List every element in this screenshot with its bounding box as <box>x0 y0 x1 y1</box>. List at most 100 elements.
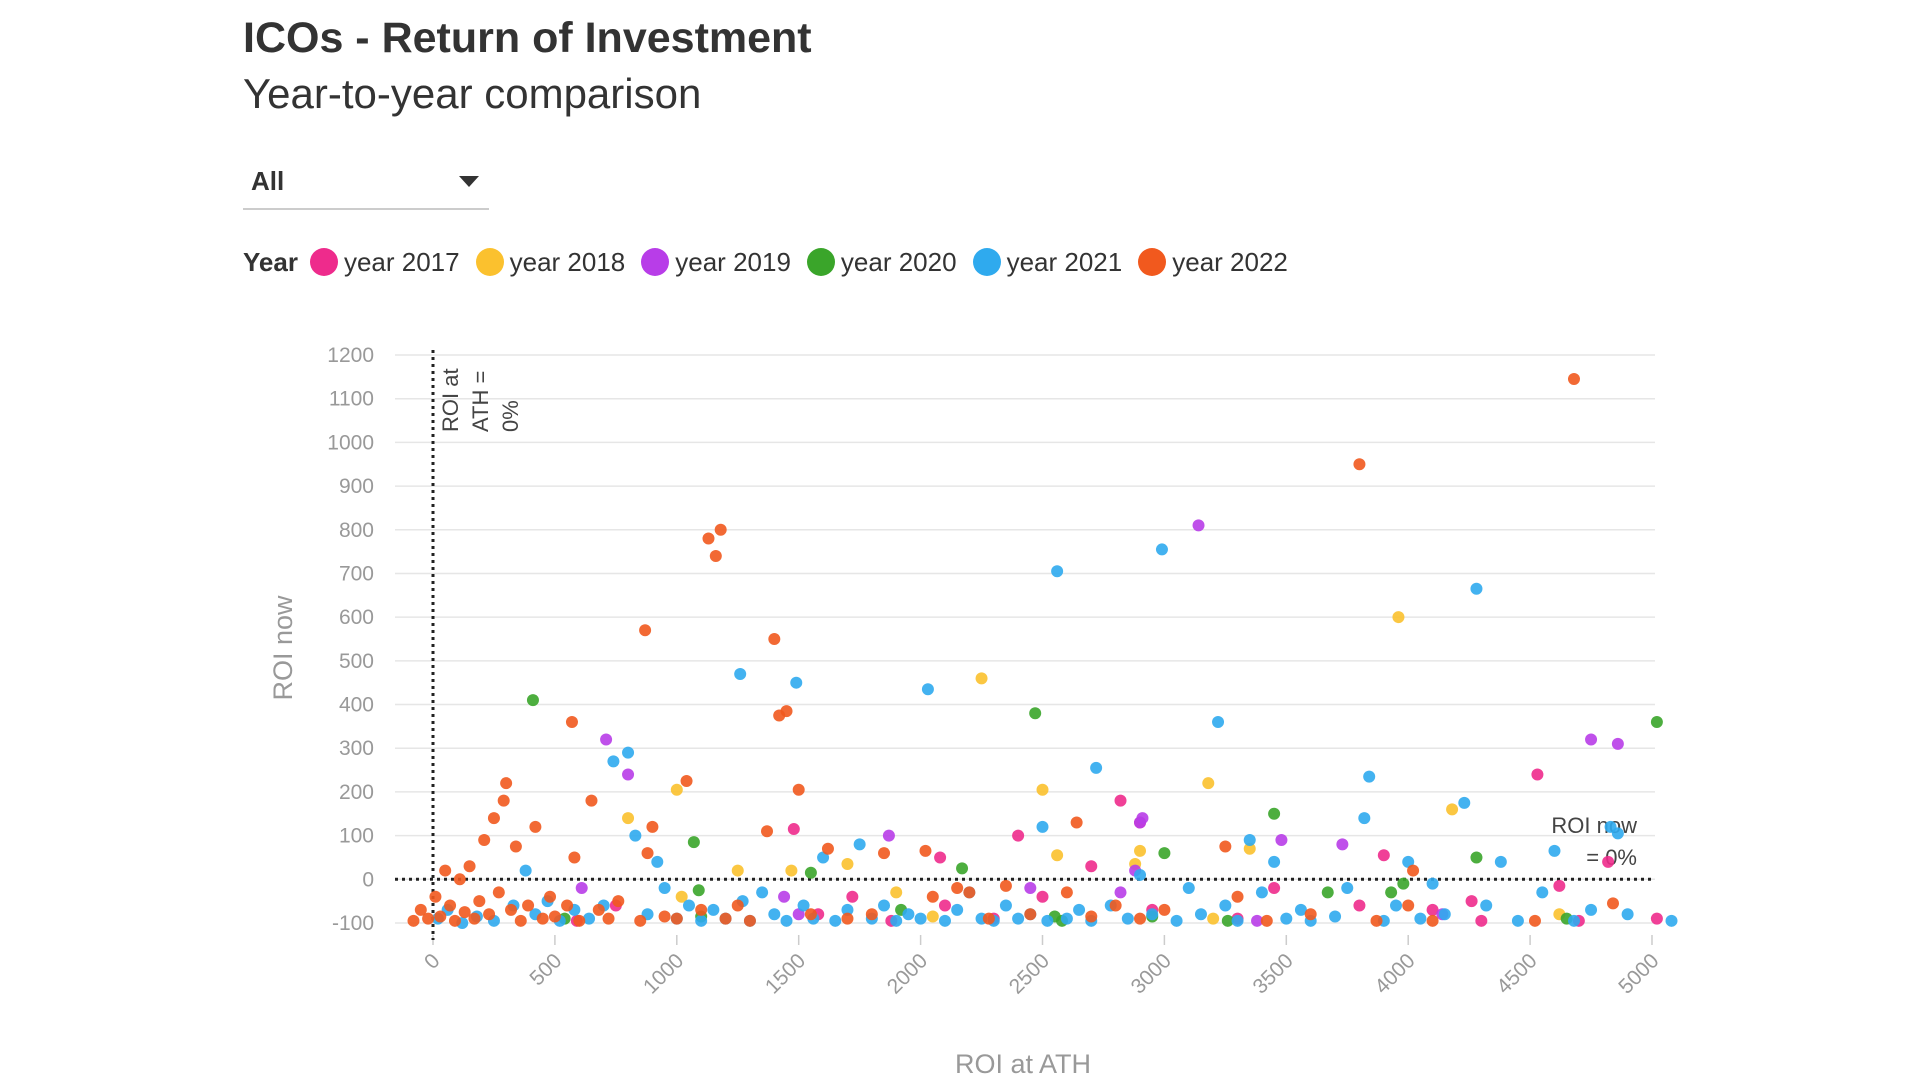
data-point-year-2022 <box>926 890 939 903</box>
data-point-year-2021 <box>1146 908 1159 921</box>
data-points <box>407 373 1678 929</box>
data-point-year-2022 <box>514 914 527 927</box>
legend-item-2020[interactable]: year 2020 <box>806 247 957 278</box>
data-point-year-2022 <box>1219 840 1232 853</box>
data-point-year-2022 <box>561 899 574 912</box>
data-point-year-2022 <box>1085 910 1098 923</box>
y-tick-label: 1200 <box>327 344 374 367</box>
legend-item-2018[interactable]: year 2018 <box>475 247 625 278</box>
data-point-year-2021 <box>817 851 830 864</box>
data-point-year-2021 <box>1402 855 1415 868</box>
data-point-year-2018 <box>785 864 798 877</box>
data-point-year-2021 <box>1170 914 1183 927</box>
data-point-year-2021 <box>1255 886 1268 899</box>
data-point-year-2022 <box>1567 373 1580 386</box>
data-point-year-2022 <box>522 899 535 912</box>
data-point-year-2021 <box>658 882 671 895</box>
legend-item-2019[interactable]: year 2019 <box>641 247 791 278</box>
data-point-year-2022 <box>592 903 605 916</box>
legend-item-2021[interactable]: year 2021 <box>972 247 1122 278</box>
legend-title: Year <box>243 246 298 277</box>
reference-label-roi-ath: ROI at ATH = 0% <box>438 368 523 432</box>
legend-swatch-2021 <box>972 248 1001 276</box>
data-point-year-2022 <box>719 912 732 925</box>
data-point-year-2022 <box>407 914 420 927</box>
data-point-year-2018 <box>1446 803 1459 816</box>
chart-title: ICOs - Return of Investment <box>243 14 812 62</box>
data-point-year-2022 <box>680 775 693 787</box>
data-point-year-2022 <box>468 912 481 925</box>
data-point-year-2021 <box>829 914 842 927</box>
data-point-year-2021 <box>1480 899 1493 912</box>
data-point-year-2021 <box>651 855 664 868</box>
data-point-year-2021 <box>1548 844 1561 857</box>
chevron-down-icon[interactable] <box>459 176 479 187</box>
x-tick-label: 1500 <box>761 949 810 998</box>
y-tick-label: 700 <box>339 562 374 585</box>
data-point-year-2021 <box>1194 908 1207 921</box>
data-point-year-2021 <box>734 667 747 680</box>
data-point-year-2022 <box>878 847 891 860</box>
legend-item-2022[interactable]: year 2022 <box>1138 247 1288 278</box>
data-point-year-2019 <box>1114 886 1127 899</box>
data-point-year-2021 <box>1458 796 1471 809</box>
data-point-year-2020 <box>1470 851 1483 864</box>
data-point-year-2021 <box>1329 910 1342 923</box>
data-point-year-2021 <box>1567 914 1580 927</box>
data-point-year-2019 <box>1275 833 1288 846</box>
data-point-year-2020 <box>1221 914 1234 927</box>
data-point-year-2022 <box>731 899 744 912</box>
data-point-year-2022 <box>529 820 542 833</box>
data-point-year-2021 <box>1012 912 1025 925</box>
legend: Year year 2017 year 2018 year 2019 year … <box>243 244 1304 280</box>
data-point-year-2019 <box>882 829 895 842</box>
data-point-year-2017 <box>1377 849 1390 862</box>
data-point-year-2017 <box>1531 768 1544 781</box>
legend-label-2022: year 2022 <box>1172 246 1288 277</box>
data-point-year-2019 <box>1024 882 1037 895</box>
data-point-year-2022 <box>841 912 854 925</box>
data-point-year-2017 <box>938 899 951 912</box>
data-point-year-2022 <box>1260 914 1273 927</box>
data-point-year-2017 <box>1353 899 1366 912</box>
y-axis-title: ROI now <box>268 595 298 701</box>
data-point-year-2021 <box>914 912 927 925</box>
legend-label-2019: year 2019 <box>675 246 791 277</box>
data-point-year-2017 <box>1036 890 1049 903</box>
legend-item-2017[interactable]: year 2017 <box>309 247 460 278</box>
dropdown-selected-value: All <box>251 166 285 196</box>
data-point-year-2018 <box>1392 611 1405 624</box>
data-point-year-2017 <box>934 851 947 864</box>
data-point-year-2021 <box>1494 855 1507 868</box>
legend-swatch-2017 <box>309 248 338 276</box>
data-point-year-2017 <box>1268 882 1281 895</box>
data-point-year-2019 <box>1611 737 1624 750</box>
data-point-year-2022 <box>768 633 781 645</box>
x-tick-label: 4500 <box>1492 949 1541 998</box>
data-point-year-2022 <box>963 886 976 899</box>
data-point-year-2022 <box>487 812 500 825</box>
y-tick-label: 300 <box>339 737 374 760</box>
year-filter-dropdown[interactable]: All <box>243 162 489 210</box>
data-point-year-2017 <box>846 890 859 903</box>
x-tick-label: 500 <box>525 949 566 990</box>
data-point-year-2022 <box>1426 914 1439 927</box>
data-point-year-2021 <box>583 912 596 925</box>
data-point-year-2021 <box>629 829 642 842</box>
data-point-year-2021 <box>1212 716 1225 729</box>
data-point-year-2022 <box>1353 458 1366 471</box>
data-point-year-2022 <box>458 906 471 919</box>
data-point-year-2021 <box>841 903 854 916</box>
data-point-year-2018 <box>890 886 903 899</box>
reference-label-roi-now: ROI now = 0% <box>1551 813 1637 870</box>
data-point-year-2020 <box>692 884 705 897</box>
data-point-year-2018 <box>675 890 688 903</box>
data-point-year-2017 <box>1650 912 1663 925</box>
data-point-year-2022 <box>695 903 708 916</box>
data-point-year-2018 <box>670 783 683 796</box>
data-point-year-2021 <box>1536 886 1549 899</box>
x-tick-label: 2000 <box>883 949 932 998</box>
data-point-year-2019 <box>778 890 791 903</box>
data-point-year-2022 <box>951 882 964 895</box>
